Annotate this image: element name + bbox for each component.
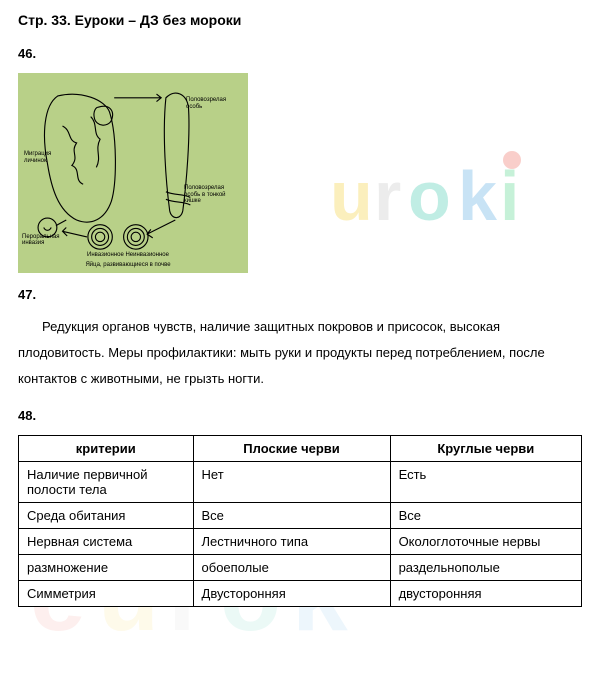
- table-cell: двусторонняя: [390, 581, 581, 607]
- table-cell: Все: [193, 503, 390, 529]
- answer-47-text: Редукция органов чувств, наличие защитны…: [18, 314, 582, 392]
- table-row: СимметрияДвусторонняядвусторонняя: [19, 581, 582, 607]
- table-header: Плоские черви: [193, 436, 390, 462]
- table-cell: Лестничного типа: [193, 529, 390, 555]
- diagram-label: Миграция личинок: [24, 151, 64, 164]
- table-row: размножениеобоеполыераздельнополые: [19, 555, 582, 581]
- table-cell: Нервная система: [19, 529, 194, 555]
- diagram-label: Половозрелая особь: [186, 97, 242, 110]
- table-cell: Нет: [193, 462, 390, 503]
- table-header-row: критерии Плоские черви Круглые черви: [19, 436, 582, 462]
- table-row: Нервная системаЛестничного типаОкологлот…: [19, 529, 582, 555]
- table-cell: Наличие первичной полости тела: [19, 462, 194, 503]
- diagram-label: Половозрелая особь в тонкой кишке: [184, 185, 242, 205]
- comparison-table: критерии Плоские черви Круглые черви Нал…: [18, 435, 582, 607]
- page-title: Стр. 33. Еуроки – ДЗ без мороки: [18, 12, 582, 28]
- question-46-num: 46.: [18, 46, 582, 61]
- table-cell: обоеполые: [193, 555, 390, 581]
- table-header: Круглые черви: [390, 436, 581, 462]
- question-48-num: 48.: [18, 408, 582, 423]
- diagram-label: Пероральная инвазия: [22, 234, 64, 247]
- table-cell: Двусторонняя: [193, 581, 390, 607]
- table-cell: Среда обитания: [19, 503, 194, 529]
- table-cell: Все: [390, 503, 581, 529]
- table-row: Наличие первичной полости телаНетЕсть: [19, 462, 582, 503]
- diagram-label: Яйца, развивающиеся в почве: [68, 262, 188, 269]
- diagram-label: Инвазионное Неинвазионное: [68, 252, 188, 259]
- table-cell: Окологлоточные нервы: [390, 529, 581, 555]
- table-cell: Есть: [390, 462, 581, 503]
- question-47-num: 47.: [18, 287, 582, 302]
- table-row: Среда обитанияВсеВсе: [19, 503, 582, 529]
- worm-lifecycle-diagram: Половозрелая особь Половозрелая особь в …: [18, 73, 248, 273]
- table-cell: раздельнополые: [390, 555, 581, 581]
- table-cell: размножение: [19, 555, 194, 581]
- table-header: критерии: [19, 436, 194, 462]
- table-cell: Симметрия: [19, 581, 194, 607]
